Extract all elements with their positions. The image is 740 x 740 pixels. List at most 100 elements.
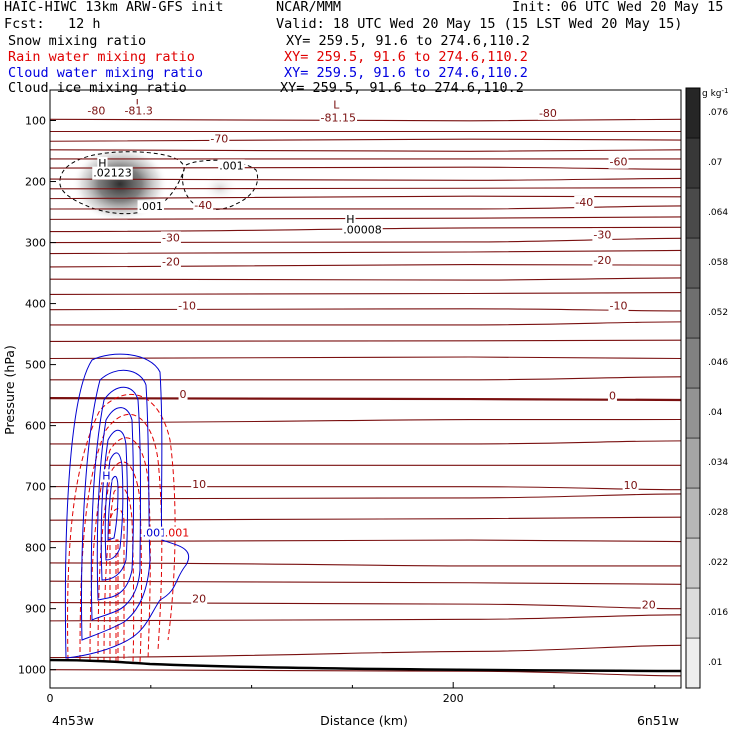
contour-label: L (333, 98, 340, 111)
contour-label: L (136, 97, 143, 110)
temperature-contour-line (50, 292, 681, 295)
y-tick-label: 300 (25, 237, 46, 250)
contour-label-background (92, 166, 133, 180)
contour-label: -40 (575, 196, 593, 209)
colorbar-label: .022 (708, 558, 728, 568)
colorbar: .01 .016 .022 .028 .034 .04 .046 .052 .058 .064 .0… (685, 87, 728, 689)
contour-label-background (191, 592, 208, 606)
contour-label-background (178, 388, 188, 402)
contour-label-background (345, 213, 356, 227)
contour-label: -30 (593, 228, 611, 241)
model-title: HAIC-HIWC 13km ARW-GFS init (4, 0, 224, 15)
temperature-contour-line (50, 562, 681, 567)
contour-label: .001 (219, 159, 244, 172)
contour-label-background (123, 104, 154, 118)
plot-frame (49, 89, 682, 689)
contour-label: H (102, 469, 110, 482)
contour-label-background (574, 195, 595, 209)
valid-time: Valid: 18 UTC Wed 20 May 15 (15 LST Wed … (276, 16, 683, 32)
colorbar-label: .076 (708, 108, 728, 118)
colorbar-label: .058 (708, 258, 728, 268)
colorbar-label: .04 (708, 408, 723, 418)
temperature-contour-line (50, 187, 681, 190)
contour-label-background (160, 255, 181, 269)
contour-label: -81.3 (124, 104, 152, 117)
org-label: NCAR/MMM (276, 0, 342, 15)
y-tick-label: 100 (25, 115, 46, 128)
contour-label-background (608, 155, 629, 169)
contour-label: H (98, 157, 106, 170)
contour-label-background (342, 223, 383, 237)
temperature-contour-line (50, 177, 681, 181)
contour-label-background (101, 469, 112, 483)
contour-label: .00008 (343, 223, 382, 236)
contour-label: .001 (143, 527, 168, 540)
cloud-ice-field-name: Cloud ice mixing ratio (8, 80, 187, 96)
contour-label-background (332, 98, 342, 112)
colorbar-segment (685, 487, 701, 539)
plot-area (50, 118, 681, 677)
x-axis-label: Distance (km) (320, 713, 408, 728)
contour-label-background (86, 104, 107, 118)
snow-contour-right (182, 159, 258, 210)
contour-label-background (607, 389, 617, 403)
contour-label-background (193, 198, 214, 212)
contour-labels: L-80 -81.3 L-81.15 -80-70-60-40 -40-30 -30-20… (86, 97, 657, 612)
contour-label: .001 (139, 200, 164, 213)
contour-label: -60 (610, 156, 628, 169)
contour-label-background (319, 111, 358, 125)
colorbar-label: .028 (708, 508, 728, 518)
temperature-contour-line (50, 277, 681, 281)
rain-field-xy: XY= 259.5, 91.6 to 274.6,110.2 (284, 49, 528, 65)
y-tick-label: 200 (25, 176, 46, 189)
contour-label: 10 (192, 478, 206, 491)
contour-label: -20 (162, 256, 180, 269)
temperature-contour-line (50, 539, 681, 543)
colorbar-label: .046 (708, 358, 728, 368)
temperature-contour-line (50, 486, 681, 491)
colorbar-segment (685, 437, 701, 489)
colorbar-unit: g kg-1 (702, 87, 728, 99)
x-tick-label: 200 (443, 692, 464, 705)
contour-label-background (209, 132, 230, 146)
snow-field-name: Snow mixing ratio (8, 33, 147, 49)
temperature-contour-line (50, 321, 681, 326)
contour-label-background (537, 106, 558, 120)
contour-label: -80 (539, 107, 557, 120)
contour-label: -10 (178, 300, 196, 313)
temperature-contour-line (50, 138, 681, 142)
init-time: Init: 06 UTC Wed 20 May 15 (512, 0, 724, 15)
contour-label-background (191, 477, 208, 491)
y-tick-label: 1000 (18, 664, 46, 677)
temperature-contour-line (50, 149, 681, 152)
contour-label: .02123 (93, 167, 132, 180)
contour-label-background (160, 231, 181, 245)
temperature-contour-line (50, 263, 681, 268)
temperature-contours (50, 118, 681, 677)
colorbar-label: .064 (708, 208, 728, 218)
colorbar-segment (685, 287, 701, 339)
y-tick-label: 700 (25, 481, 46, 494)
y-tick-label: 400 (25, 298, 46, 311)
temperature-contour-line (50, 118, 681, 122)
contour-label: .001 (165, 527, 190, 540)
temperature-contour-line (50, 580, 681, 585)
contour-label-background (134, 97, 144, 111)
contour-label-background (141, 526, 169, 540)
contour-label: -30 (162, 231, 180, 244)
contour-label-background (592, 228, 613, 242)
colorbar-segment (685, 587, 701, 639)
colorbar-label: .034 (708, 458, 728, 468)
contour-label: H (346, 213, 354, 226)
temperature-contour-line (50, 249, 681, 255)
terrain-line (50, 658, 681, 673)
temperature-contour-line (50, 614, 681, 622)
contour-label: -10 (610, 300, 628, 313)
colorbar-segment (685, 637, 701, 689)
temperature-contour-line (50, 216, 681, 220)
y-tick-label: 900 (25, 603, 46, 616)
forecast-hour: 12 h (68, 16, 101, 32)
cloud-ice-field-xy: XY= 259.5, 91.6 to 274.6,110.2 (280, 80, 524, 96)
rain-field-name: Rain water mixing ratio (8, 49, 195, 65)
cloud-water-contours (64, 353, 189, 659)
